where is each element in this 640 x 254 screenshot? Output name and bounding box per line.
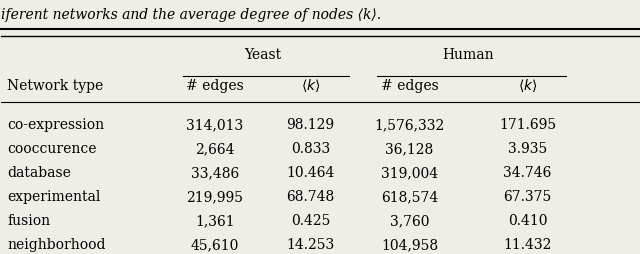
Text: iferent networks and the average degree of nodes ⟨k⟩.: iferent networks and the average degree … <box>1 8 381 22</box>
Text: 0.833: 0.833 <box>291 141 330 155</box>
Text: # edges: # edges <box>186 78 243 92</box>
Text: 10.464: 10.464 <box>286 165 335 179</box>
Text: 11.432: 11.432 <box>504 237 552 251</box>
Text: Network type: Network type <box>7 78 103 92</box>
Text: 36,128: 36,128 <box>385 141 433 155</box>
Text: 319,004: 319,004 <box>381 165 438 179</box>
Text: $\langle k \rangle$: $\langle k \rangle$ <box>301 77 320 94</box>
Text: 3.935: 3.935 <box>508 141 547 155</box>
Text: 314,013: 314,013 <box>186 117 243 131</box>
Text: 98.129: 98.129 <box>286 117 335 131</box>
Text: experimental: experimental <box>7 189 100 203</box>
Text: 67.375: 67.375 <box>504 189 552 203</box>
Text: neighborhood: neighborhood <box>7 237 106 251</box>
Text: 14.253: 14.253 <box>286 237 335 251</box>
Text: fusion: fusion <box>7 213 50 227</box>
Text: 0.425: 0.425 <box>291 213 330 227</box>
Text: 0.410: 0.410 <box>508 213 547 227</box>
Text: 33,486: 33,486 <box>191 165 239 179</box>
Text: $\langle k \rangle$: $\langle k \rangle$ <box>518 77 538 94</box>
Text: Human: Human <box>443 48 494 62</box>
Text: cooccurence: cooccurence <box>7 141 97 155</box>
Text: 3,760: 3,760 <box>390 213 429 227</box>
Text: 219,995: 219,995 <box>186 189 243 203</box>
Text: 68.748: 68.748 <box>286 189 335 203</box>
Text: 34.746: 34.746 <box>504 165 552 179</box>
Text: 2,664: 2,664 <box>195 141 234 155</box>
Text: # edges: # edges <box>381 78 438 92</box>
Text: 171.695: 171.695 <box>499 117 556 131</box>
Text: Yeast: Yeast <box>244 48 281 62</box>
Text: 104,958: 104,958 <box>381 237 438 251</box>
Text: database: database <box>7 165 71 179</box>
Text: co-expression: co-expression <box>7 117 104 131</box>
Text: 618,574: 618,574 <box>381 189 438 203</box>
Text: 45,610: 45,610 <box>191 237 239 251</box>
Text: 1,361: 1,361 <box>195 213 234 227</box>
Text: 1,576,332: 1,576,332 <box>374 117 445 131</box>
